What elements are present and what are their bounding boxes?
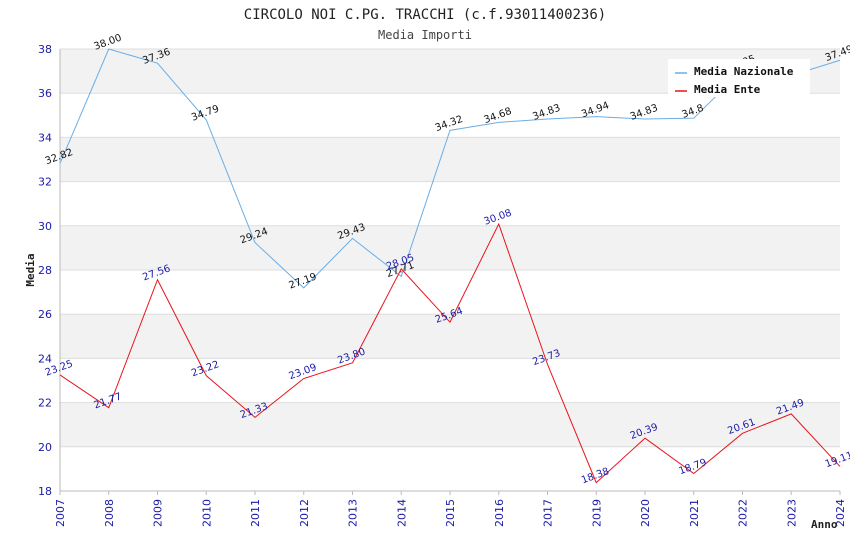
x-tick-label: 2022 (737, 499, 750, 527)
chart-subtitle: Media Importi (378, 28, 472, 42)
grid-band (60, 225, 840, 270)
x-tick-label: 2015 (444, 499, 457, 527)
data-label: 18.79 (678, 457, 709, 477)
y-tick-label: 36 (38, 87, 52, 100)
x-tick-label: 2007 (54, 499, 67, 527)
y-tick-labels: 18 20 22 24 26 28 30 32 34 36 38 (38, 43, 52, 498)
series-line-media-nazionale (59, 48, 841, 289)
legend-label-ente: Media Ente (694, 83, 761, 96)
x-tick-label: 2012 (298, 499, 311, 527)
x-tick-label: 2014 (395, 499, 408, 527)
grid-band (60, 137, 840, 182)
x-tick-label: 2013 (347, 499, 360, 527)
data-label: 18.38 (580, 466, 611, 486)
y-tick-label: 22 (38, 397, 52, 410)
chart-title: CIRCOLO NOI C.PG. TRACCHI (c.f.930114002… (244, 7, 606, 23)
x-axis-label: Anno (811, 518, 838, 531)
series-group (59, 48, 841, 484)
series-line-media-ente (59, 222, 841, 484)
y-tick-label: 20 (38, 441, 52, 454)
y-tick-label: 32 (38, 176, 52, 189)
y-tick-label: 34 (38, 131, 52, 144)
legend-box (668, 59, 810, 97)
gridlines (60, 48, 840, 492)
y-tick-label: 38 (38, 43, 52, 56)
y-tick-label: 28 (38, 264, 52, 277)
x-tick-labels: 2007 2008 2009 2010 2011 2012 2013 2014 2015 2016… (54, 491, 847, 527)
x-tick-label: 2020 (639, 499, 652, 527)
x-tick-label: 2011 (249, 499, 262, 527)
y-tick-label: 26 (38, 308, 52, 321)
legend-label-nazionale: Media Nazionale (694, 65, 794, 78)
x-tick-label: 2010 (200, 499, 213, 527)
data-label: 34.32 (434, 114, 465, 134)
legend: Media Nazionale Media Ente (668, 59, 810, 97)
x-tick-label: 2009 (152, 499, 165, 527)
x-tick-label: 2019 (590, 499, 603, 527)
x-tick-label: 2008 (103, 499, 116, 527)
data-label: 27.19 (288, 271, 319, 291)
grid-bands (60, 49, 840, 447)
y-axis-label: Media (24, 253, 37, 286)
y-tick-label: 30 (38, 220, 52, 233)
x-tick-label: 2023 (785, 499, 798, 527)
data-label: 34.83 (629, 103, 660, 123)
y-tick-label: 18 (38, 485, 52, 498)
y-tick-label: 24 (38, 352, 52, 365)
data-label: 34.83 (531, 103, 562, 123)
x-tick-label: 2016 (493, 499, 506, 527)
data-label: 34.68 (483, 106, 514, 126)
x-tick-label: 2021 (688, 499, 701, 527)
x-tick-label: 2024 (834, 499, 847, 527)
x-tick-label: 2017 (542, 499, 555, 527)
data-label: 23.22 (190, 359, 221, 379)
grid-band (60, 402, 840, 447)
